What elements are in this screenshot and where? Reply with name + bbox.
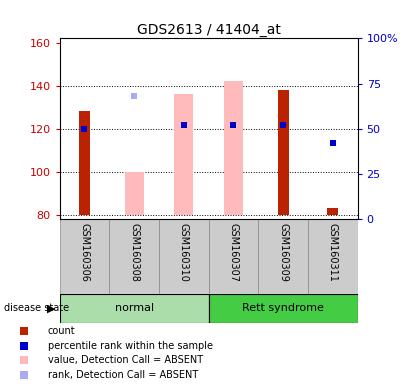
Bar	[60, 294, 209, 323]
Text: GSM160311: GSM160311	[328, 223, 338, 281]
Bar	[208, 219, 258, 294]
Bar	[159, 219, 208, 294]
Bar	[79, 111, 90, 215]
Text: value, Detection Call = ABSENT: value, Detection Call = ABSENT	[48, 355, 203, 365]
Bar	[125, 172, 143, 215]
Text: normal: normal	[115, 303, 154, 313]
Bar	[277, 90, 289, 215]
Bar	[109, 219, 159, 294]
Text: GSM160309: GSM160309	[278, 223, 288, 281]
Text: disease state: disease state	[4, 303, 69, 313]
Bar	[174, 94, 193, 215]
Text: GSM160307: GSM160307	[229, 223, 238, 281]
Bar	[308, 219, 358, 294]
Bar	[327, 208, 338, 215]
Text: ▶: ▶	[47, 303, 55, 313]
Text: Rett syndrome: Rett syndrome	[242, 303, 324, 313]
Bar	[224, 81, 243, 215]
Text: GSM160306: GSM160306	[79, 223, 90, 281]
Bar	[208, 294, 358, 323]
Bar	[258, 219, 308, 294]
Text: percentile rank within the sample: percentile rank within the sample	[48, 341, 212, 351]
Text: GSM160310: GSM160310	[179, 223, 189, 281]
Text: count: count	[48, 326, 75, 336]
Title: GDS2613 / 41404_at: GDS2613 / 41404_at	[136, 23, 281, 37]
Text: GSM160308: GSM160308	[129, 223, 139, 281]
Text: rank, Detection Call = ABSENT: rank, Detection Call = ABSENT	[48, 369, 198, 380]
Bar	[60, 219, 109, 294]
